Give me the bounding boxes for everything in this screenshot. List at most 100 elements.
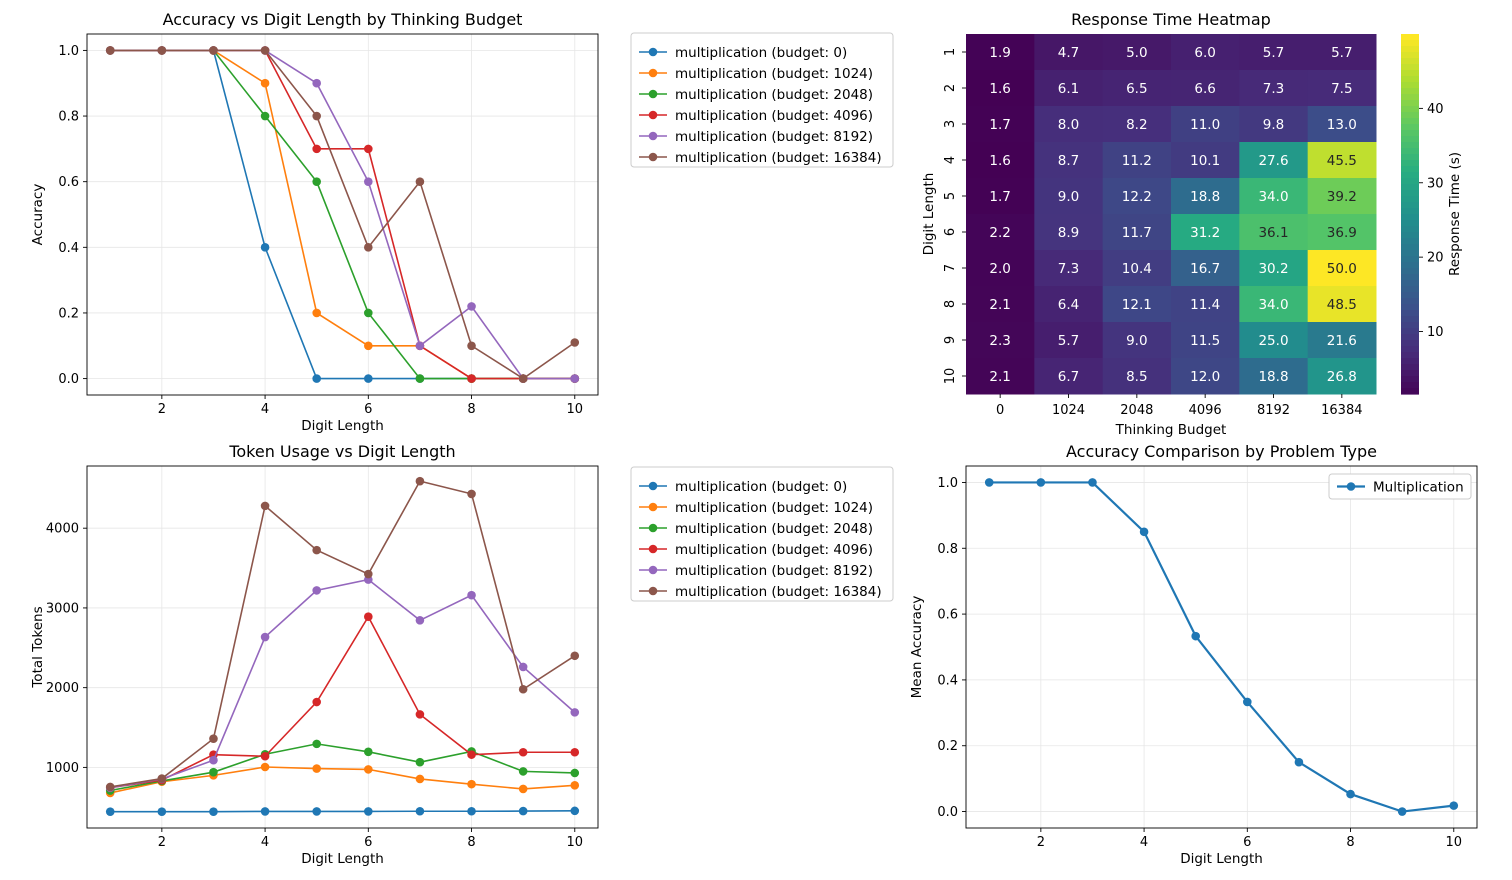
series-2 — [105, 46, 580, 383]
data-point — [518, 374, 528, 383]
x-tick-label: 4 — [1140, 835, 1148, 850]
heatmap-cell — [1034, 178, 1104, 215]
series-line — [110, 480, 576, 788]
data-point — [312, 111, 321, 121]
series-5 — [105, 46, 580, 383]
heatmap-cell — [1307, 142, 1377, 179]
data-point — [570, 747, 580, 757]
cell-value-label: 5.7 — [1263, 45, 1284, 61]
data-point — [518, 684, 528, 694]
heatmap-cell — [1034, 358, 1104, 395]
data-point — [312, 374, 321, 383]
series-line — [110, 615, 575, 789]
x-tick-label: 16384 — [1321, 403, 1362, 418]
data-point — [364, 177, 373, 186]
cell-value-label: 11.4 — [1190, 297, 1220, 313]
cell-value-label: 12.0 — [1190, 369, 1220, 385]
colorbar-band — [1401, 286, 1419, 293]
colorbar-band — [1401, 304, 1419, 311]
plot-frame — [86, 465, 599, 829]
colorbar-tick-label: 10 — [1427, 325, 1444, 340]
data-point — [312, 545, 321, 555]
colorbar-band — [1401, 112, 1419, 119]
heatmap-cell — [966, 70, 1035, 107]
colorbar-band — [1401, 358, 1419, 365]
colorbar-band — [1401, 214, 1419, 221]
cell-value-label: 12.2 — [1122, 189, 1152, 205]
cell-value-label: 7.3 — [1058, 261, 1079, 277]
chart-title: Accuracy Comparison by Problem Type — [1066, 442, 1377, 461]
cell-value-label: 8.5 — [1126, 369, 1147, 385]
cell-value-label: 6.7 — [1058, 369, 1079, 385]
heatmap-cell — [1102, 70, 1172, 107]
colorbar-band — [1401, 244, 1419, 251]
x-tick-label: 4 — [261, 402, 269, 417]
data-point — [364, 612, 373, 622]
colorbar-band — [1401, 100, 1419, 107]
data-point — [260, 46, 270, 55]
cell-value-label: 50.0 — [1327, 261, 1357, 277]
colorbar-band — [1401, 136, 1419, 143]
heatmap-cell — [1239, 214, 1309, 251]
colorbar-band — [1401, 142, 1419, 149]
chart-title: Response Time Heatmap — [1071, 10, 1271, 29]
heatmap-cell — [1102, 286, 1172, 323]
heatmap-cell — [1034, 142, 1104, 179]
x-tick-label: 10 — [1445, 835, 1462, 850]
data-point — [209, 734, 218, 743]
cell-value-label: 27.6 — [1258, 153, 1288, 169]
cell-value-label: 8.9 — [1058, 225, 1079, 241]
cell-value-label: 2.1 — [989, 297, 1010, 313]
heatmap-cell — [1102, 106, 1172, 143]
data-point — [570, 374, 580, 383]
x-tick-label: 6 — [364, 835, 372, 850]
cell-value-label: 9.0 — [1058, 189, 1079, 205]
heatmap-cell — [1171, 70, 1240, 107]
cell-value-label: 7.5 — [1331, 81, 1352, 97]
legend-marker — [648, 47, 658, 57]
data-point — [364, 765, 373, 774]
cell-value-label: 11.7 — [1122, 225, 1152, 241]
heatmap-cell — [1102, 34, 1172, 71]
cell-value-label: 11.5 — [1190, 333, 1220, 349]
legend-box — [630, 466, 894, 602]
data-point — [105, 807, 115, 816]
series-0 — [105, 46, 580, 383]
cell-value-label: 16.7 — [1190, 261, 1220, 277]
heatmap-cell — [1307, 106, 1377, 143]
data-point — [364, 569, 373, 579]
colorbar-band — [1401, 130, 1419, 137]
cell-value-label: 18.8 — [1258, 369, 1288, 385]
y-tick-label: 1 — [943, 48, 958, 56]
colorbar-band — [1401, 160, 1419, 167]
colorbar-band — [1401, 124, 1419, 131]
x-axis-label: Digit Length — [1180, 851, 1263, 867]
cell-value-label: 5.7 — [1058, 333, 1079, 349]
heatmap-cell — [1239, 358, 1309, 395]
colorbar-band — [1401, 364, 1419, 371]
data-point — [518, 767, 528, 776]
colorbar-band — [1401, 184, 1419, 191]
y-tick-label: 3 — [943, 120, 958, 128]
x-axis-label: Digit Length — [301, 418, 384, 434]
colorbar-band — [1401, 346, 1419, 353]
colorbar-band — [1401, 190, 1419, 197]
colorbar-band — [1401, 328, 1419, 335]
heatmap-cell — [1171, 358, 1240, 395]
heatmap-cell — [1102, 214, 1172, 251]
data-point — [209, 46, 218, 55]
data-point — [312, 308, 321, 318]
heatmap-cell — [1307, 286, 1377, 323]
cell-value-label: 13.0 — [1327, 117, 1357, 133]
heatmap-cell — [1034, 70, 1104, 107]
colorbar-band — [1401, 196, 1419, 203]
y-tick-label: 6 — [943, 228, 958, 236]
colorbar-band — [1401, 94, 1419, 101]
heatmap-cell — [1239, 70, 1309, 107]
colorbar-band — [1401, 274, 1419, 281]
cell-value-label: 34.0 — [1258, 297, 1288, 313]
data-point — [415, 710, 425, 719]
heatmap-cell — [1102, 322, 1172, 359]
data-point — [364, 807, 373, 816]
legend-label: multiplication (budget: 4096) — [675, 108, 873, 124]
